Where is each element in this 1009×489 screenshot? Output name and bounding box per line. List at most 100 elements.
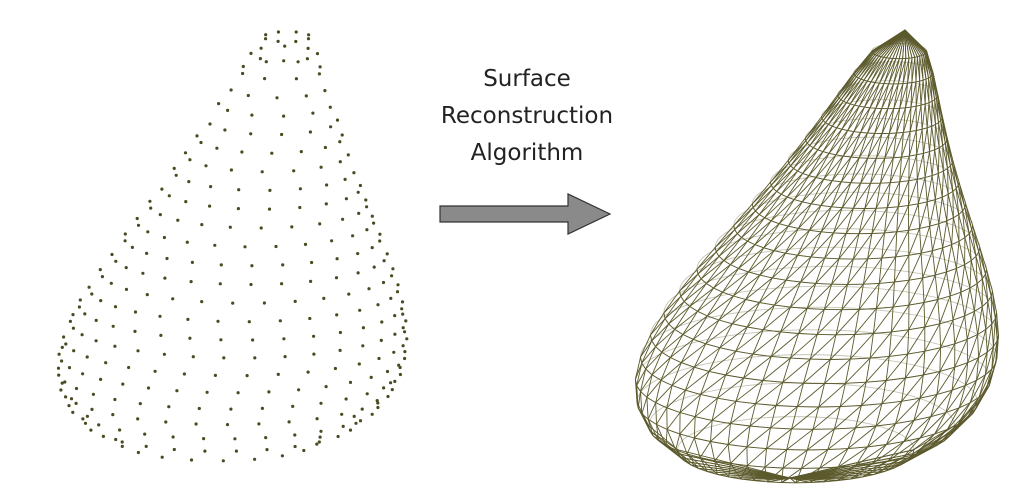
mesh-edge [953, 218, 959, 242]
mesh-edge [715, 445, 728, 461]
point [274, 245, 277, 248]
mesh-edge [921, 226, 930, 253]
mesh-edge [886, 424, 895, 445]
point [337, 435, 340, 438]
point [250, 114, 253, 117]
mesh-edge [797, 383, 803, 406]
point [312, 353, 315, 356]
point [222, 356, 225, 359]
point [402, 326, 405, 329]
point [345, 397, 348, 400]
mesh-edge [813, 407, 819, 429]
mesh-edge [681, 344, 705, 363]
mesh-edge [909, 228, 920, 255]
mesh-edge [935, 248, 943, 275]
mesh-edge [834, 406, 861, 429]
point [143, 433, 146, 436]
point [316, 417, 319, 420]
point [371, 246, 374, 249]
point [358, 362, 361, 365]
point [329, 106, 332, 109]
mesh-edge [838, 449, 848, 468]
point [172, 435, 175, 438]
point [284, 355, 287, 358]
point [99, 299, 102, 302]
point [137, 451, 140, 454]
mesh-edge [904, 420, 914, 441]
point [253, 356, 256, 359]
point [390, 274, 393, 277]
point [184, 200, 187, 203]
mesh-edge [915, 57, 916, 82]
point [311, 112, 314, 115]
mesh-edge [909, 204, 919, 231]
mesh-edge [637, 402, 649, 425]
point [330, 239, 333, 242]
mesh-edge [947, 272, 951, 296]
mesh-edge [746, 275, 760, 299]
point [141, 272, 144, 275]
point [354, 422, 357, 425]
point [292, 169, 295, 172]
mesh-edge [861, 158, 877, 183]
mesh-edge [650, 431, 678, 450]
point [114, 260, 117, 263]
point [336, 119, 339, 122]
point [386, 395, 389, 398]
point [325, 202, 328, 205]
mesh-edge [896, 230, 909, 257]
point [213, 244, 216, 247]
mesh-edge [842, 105, 855, 129]
mesh-edge [940, 344, 955, 372]
mesh-edge [925, 152, 929, 178]
mesh-edge [851, 158, 868, 183]
point [209, 185, 212, 188]
point [323, 89, 326, 92]
mesh-edge [924, 303, 925, 328]
point [357, 191, 360, 194]
point [249, 52, 252, 55]
mesh-edge [891, 307, 893, 332]
point [104, 361, 107, 364]
mesh-edge [932, 176, 935, 200]
point [294, 300, 297, 303]
point [121, 383, 124, 386]
point [349, 381, 352, 384]
point [71, 411, 74, 414]
point [268, 208, 271, 211]
point [60, 359, 63, 362]
mesh-edge [930, 226, 933, 251]
point [257, 422, 260, 425]
mesh-edge [917, 179, 918, 204]
mesh-edge [938, 272, 947, 300]
point [188, 337, 191, 340]
mesh-edge [905, 354, 907, 378]
point [264, 436, 267, 439]
point [229, 226, 232, 229]
point [57, 374, 60, 377]
point [305, 94, 308, 97]
mesh-edge [831, 182, 841, 207]
point [347, 293, 350, 296]
point [283, 45, 286, 48]
point [293, 433, 296, 436]
point [110, 282, 113, 285]
mesh-edge [893, 282, 894, 307]
point [184, 151, 187, 154]
point [280, 133, 283, 136]
point [282, 59, 285, 62]
point [319, 436, 322, 439]
mesh-edge [861, 158, 868, 183]
mesh-edge [927, 128, 929, 152]
mesh-edge [807, 429, 834, 450]
point [249, 132, 252, 135]
point [208, 122, 211, 125]
mesh-edge [935, 150, 939, 174]
point-cloud [57, 30, 409, 462]
mesh-edge [842, 183, 860, 208]
mesh-edge [953, 320, 955, 344]
point [220, 263, 223, 266]
mesh-edge [917, 153, 923, 179]
point [114, 305, 117, 308]
point [186, 241, 189, 244]
